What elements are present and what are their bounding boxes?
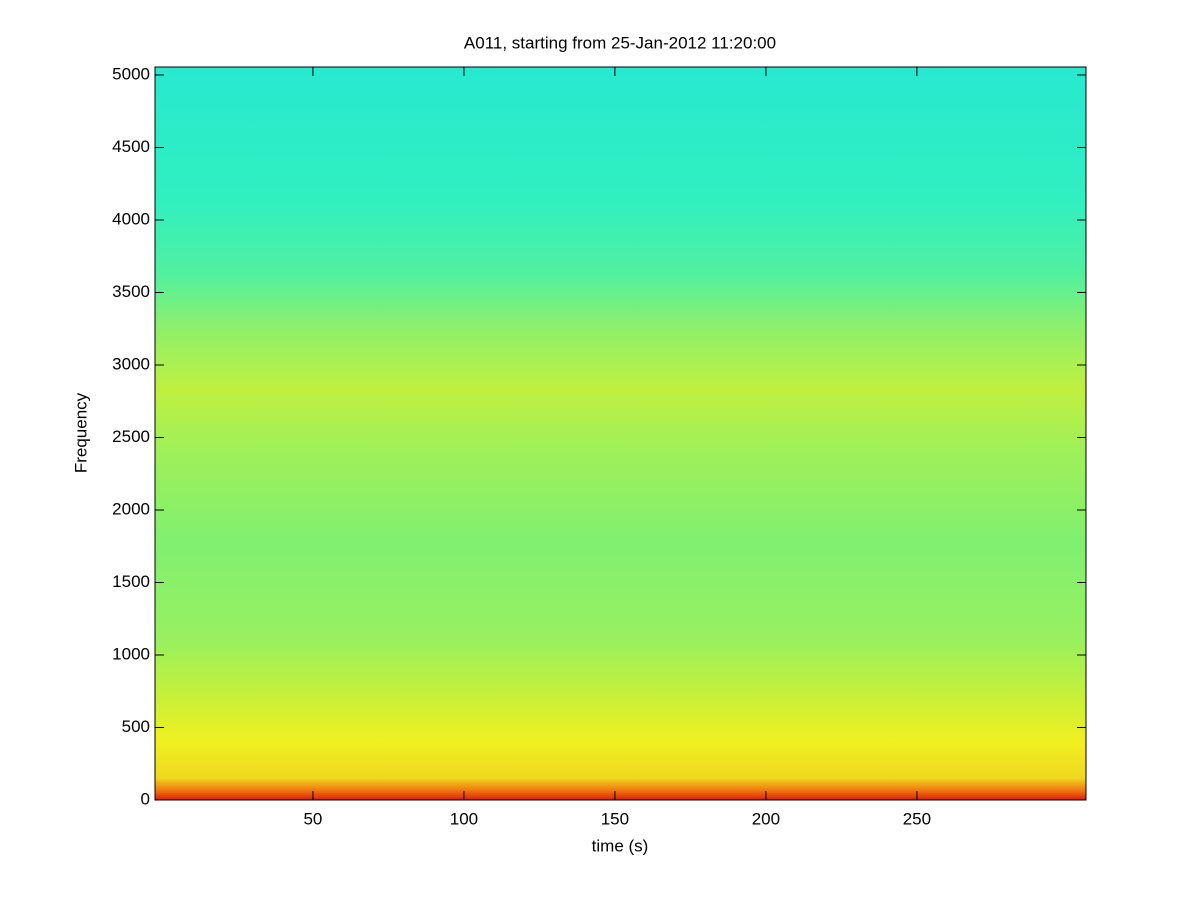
y-tick-label: 4000: [112, 209, 150, 228]
x-axis-label: time (s): [592, 836, 649, 855]
y-tick-label: 0: [141, 789, 150, 808]
plot-frame: [154, 66, 1087, 801]
y-tick-label: 2000: [112, 499, 150, 518]
y-tick-label: 3000: [112, 354, 150, 373]
y-tick-label: 3500: [112, 282, 150, 301]
y-tick-label: 1500: [112, 572, 150, 591]
x-tick-label: 150: [601, 809, 629, 828]
y-tick-label: 2500: [112, 427, 150, 446]
chart-title: A011, starting from 25-Jan-2012 11:20:00: [464, 33, 776, 52]
x-tick-label: 200: [752, 809, 780, 828]
x-tick-label: 100: [450, 809, 478, 828]
y-tick-label: 500: [122, 717, 150, 736]
y-tick-label: 5000: [112, 64, 150, 83]
spectrogram-image: [155, 67, 1086, 800]
x-tick-label: 50: [303, 809, 322, 828]
y-tick-label: 4500: [112, 137, 150, 156]
y-axis-label: Frequency: [71, 392, 90, 473]
y-tick-label: 1000: [112, 644, 150, 663]
x-tick-label: 250: [903, 809, 931, 828]
